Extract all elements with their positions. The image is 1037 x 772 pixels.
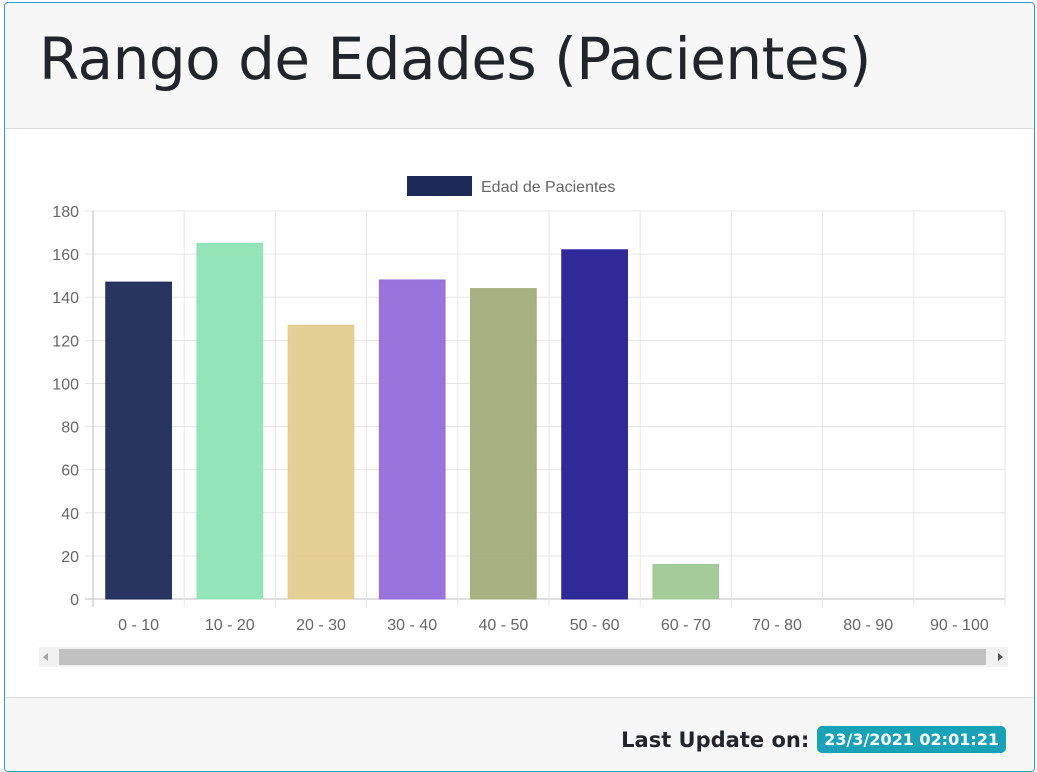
bar-chart: 0 20 40 60 80 100 120 140 160 180 0 - 10 10 - 20 20 … bbox=[52, 176, 1006, 634]
y-tick-label: 80 bbox=[61, 420, 79, 437]
y-tick-label: 40 bbox=[61, 506, 79, 523]
bar[interactable] bbox=[287, 324, 355, 600]
y-tick-label: 180 bbox=[52, 204, 79, 221]
card-footer: Last Update on: 23/3/2021 02:01:21 bbox=[5, 697, 1034, 771]
x-tick-label: 10 - 20 bbox=[205, 617, 255, 634]
chart-bars bbox=[105, 242, 720, 600]
bar[interactable] bbox=[105, 281, 172, 600]
chart-card: Rango de Edades (Pacientes) 0 20 40 60 80 100… bbox=[4, 2, 1035, 772]
x-tick-label: 70 - 80 bbox=[752, 617, 802, 634]
x-tick-label: 0 - 10 bbox=[118, 617, 159, 634]
y-tick-label: 60 bbox=[61, 463, 79, 480]
y-tick-label: 120 bbox=[52, 333, 79, 350]
x-tick-label: 60 - 70 bbox=[661, 617, 711, 634]
bar[interactable] bbox=[470, 288, 537, 600]
update-timestamp-badge: 23/3/2021 02:01:21 bbox=[817, 726, 1006, 753]
chart-axes: 0 20 40 60 80 100 120 140 160 180 0 - 10 10 - 20 20 … bbox=[52, 204, 989, 634]
scroll-thumb[interactable] bbox=[59, 649, 986, 665]
legend-label: Edad de Pacientes bbox=[481, 179, 615, 196]
card-header: Rango de Edades (Pacientes) bbox=[5, 3, 1034, 129]
last-update-label: Last Update on: bbox=[621, 727, 810, 752]
legend-swatch bbox=[407, 176, 472, 196]
y-tick-label: 140 bbox=[52, 290, 79, 307]
bar[interactable] bbox=[378, 279, 446, 600]
y-tick-label: 20 bbox=[61, 549, 79, 566]
scroll-right-arrow-icon[interactable] bbox=[998, 653, 1003, 661]
horizontal-scrollbar[interactable] bbox=[39, 647, 1008, 667]
x-tick-label: 50 - 60 bbox=[570, 617, 620, 634]
x-tick-label: 40 - 50 bbox=[478, 617, 528, 634]
y-tick-label: 100 bbox=[52, 376, 79, 393]
x-tick-label: 80 - 90 bbox=[843, 617, 893, 634]
y-tick-label: 160 bbox=[52, 247, 79, 264]
page-title: Rango de Edades (Pacientes) bbox=[39, 25, 871, 93]
bar[interactable] bbox=[561, 249, 628, 600]
x-tick-label: 20 - 30 bbox=[296, 617, 346, 634]
chart-area: 0 20 40 60 80 100 120 140 160 180 0 - 10 10 - 20 20 … bbox=[5, 129, 1034, 699]
bar[interactable] bbox=[196, 242, 264, 600]
bar[interactable] bbox=[652, 564, 720, 600]
y-tick-label: 0 bbox=[70, 592, 79, 609]
scroll-left-arrow-icon[interactable] bbox=[43, 653, 48, 661]
x-tick-label: 30 - 40 bbox=[387, 617, 437, 634]
x-tick-label: 90 - 100 bbox=[930, 617, 989, 634]
chart-legend[interactable]: Edad de Pacientes bbox=[407, 176, 615, 196]
last-update: Last Update on: 23/3/2021 02:01:21 bbox=[621, 726, 1006, 753]
